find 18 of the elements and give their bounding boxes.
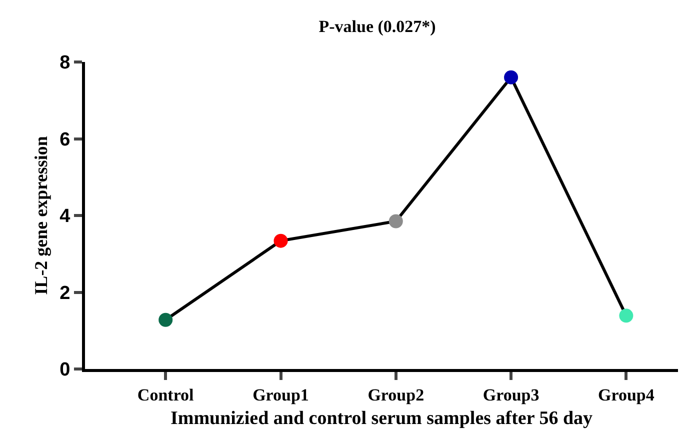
x-tick-label: Group2 [368,385,424,404]
y-tick-label: 2 [60,282,70,304]
x-tick-label: Group3 [482,385,540,404]
y-tick-label: 8 [60,52,70,74]
chart-title: P-value (0.027*) [318,16,436,36]
point [388,214,403,228]
y-axis-title: IL-2 gene expression [30,136,51,295]
x-tick-label: Group4 [598,385,655,404]
y-tick-label: 4 [60,206,71,228]
point [274,234,288,248]
y-tick-label: 6 [60,129,70,150]
x-tick-label: Control [137,385,194,404]
point [504,70,518,84]
y-tick-label: 0 [60,360,70,381]
x-tick-label: Group1 [252,385,309,404]
x-axis-title: Immunizied and control serum samples after 56 day [170,408,594,430]
point [158,312,173,327]
point [619,308,634,323]
